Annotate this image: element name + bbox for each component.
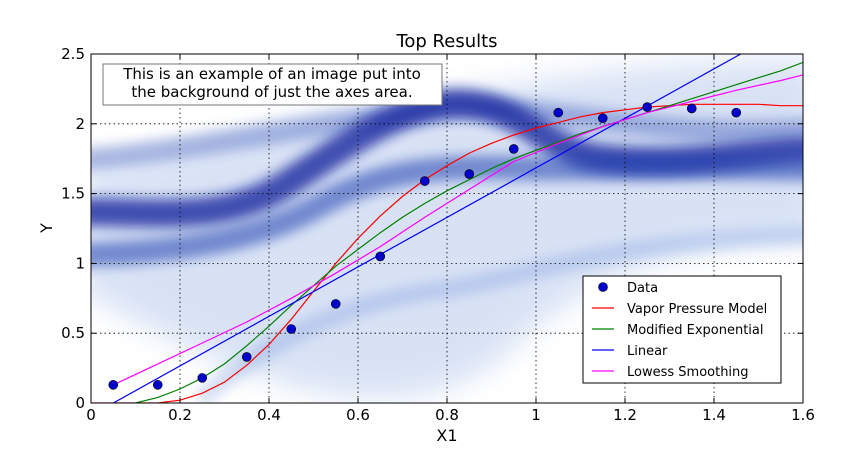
x-tick-label: 0.2 <box>168 406 192 424</box>
legend-label: Modified Exponential <box>627 323 763 338</box>
data-point <box>597 113 608 124</box>
x-tick-labels: 0 0.2 0.4 0.6 0.8 1 1.2 1.4 1.6 <box>86 406 815 424</box>
data-point <box>241 352 252 362</box>
x-tick-label: 0.4 <box>257 406 281 424</box>
data-point <box>330 299 341 309</box>
data-point <box>686 103 697 114</box>
data-point <box>642 102 653 112</box>
y-tick-label: 2 <box>75 115 85 133</box>
legend-label: Linear <box>627 344 668 359</box>
annotation-box: This is an example of an image put into … <box>102 63 443 106</box>
axis-ticks <box>90 53 804 404</box>
x-tick-label: 0.6 <box>346 406 370 424</box>
y-axis-label: Y <box>37 223 56 234</box>
legend-marker <box>598 282 608 292</box>
data-points <box>108 102 742 390</box>
legend-box <box>582 275 782 384</box>
y-tick-labels: 0 0.5 1 1.5 2 2.5 <box>61 45 85 412</box>
data-point <box>375 251 386 262</box>
x-tick-label: 1 <box>531 406 541 424</box>
annotation-line-2: the background of just the axes area. <box>131 83 412 101</box>
data-point <box>731 107 742 118</box>
background-band-lower <box>91 155 803 267</box>
x-tick-label: 0.8 <box>435 406 459 424</box>
legend-label: Data <box>627 281 658 296</box>
legend: Data Vapor Pressure Model Modified Exponen… <box>582 275 782 384</box>
y-tick-label: 0.5 <box>61 324 85 342</box>
y-tick-label: 0 <box>75 394 85 412</box>
grid-lines <box>91 54 803 403</box>
data-point <box>508 144 519 154</box>
x-tick-label: 0 <box>86 406 96 424</box>
data-point <box>286 324 297 334</box>
y-tick-label: 2.5 <box>61 45 85 63</box>
x-axis-label: X1 <box>436 426 457 445</box>
series-line-vapor-pressure-model <box>91 103 803 403</box>
data-point <box>197 373 208 383</box>
data-point <box>419 176 430 186</box>
x-tick-label: 1.4 <box>702 406 726 424</box>
y-tick-label: 1.5 <box>61 185 85 203</box>
background-band-faint <box>194 226 803 403</box>
legend-label: Vapor Pressure Model <box>627 302 767 317</box>
data-point <box>108 380 119 390</box>
data-point <box>553 107 564 118</box>
legend-label: Lowess Smoothing <box>627 365 749 380</box>
y-tick-label: 1 <box>75 254 85 272</box>
series-line-modified-exponential <box>135 61 803 403</box>
x-tick-label: 1.6 <box>791 406 815 424</box>
data-point <box>464 169 475 179</box>
x-tick-label: 1.2 <box>613 406 637 424</box>
series-layer <box>91 54 803 403</box>
annotation-line-1: This is an example of an image put into <box>122 65 421 83</box>
chart-title: Top Results <box>395 31 497 52</box>
series-line-linear <box>113 54 741 403</box>
series-line-lowess-smoothing <box>113 74 803 386</box>
data-point <box>152 380 163 390</box>
